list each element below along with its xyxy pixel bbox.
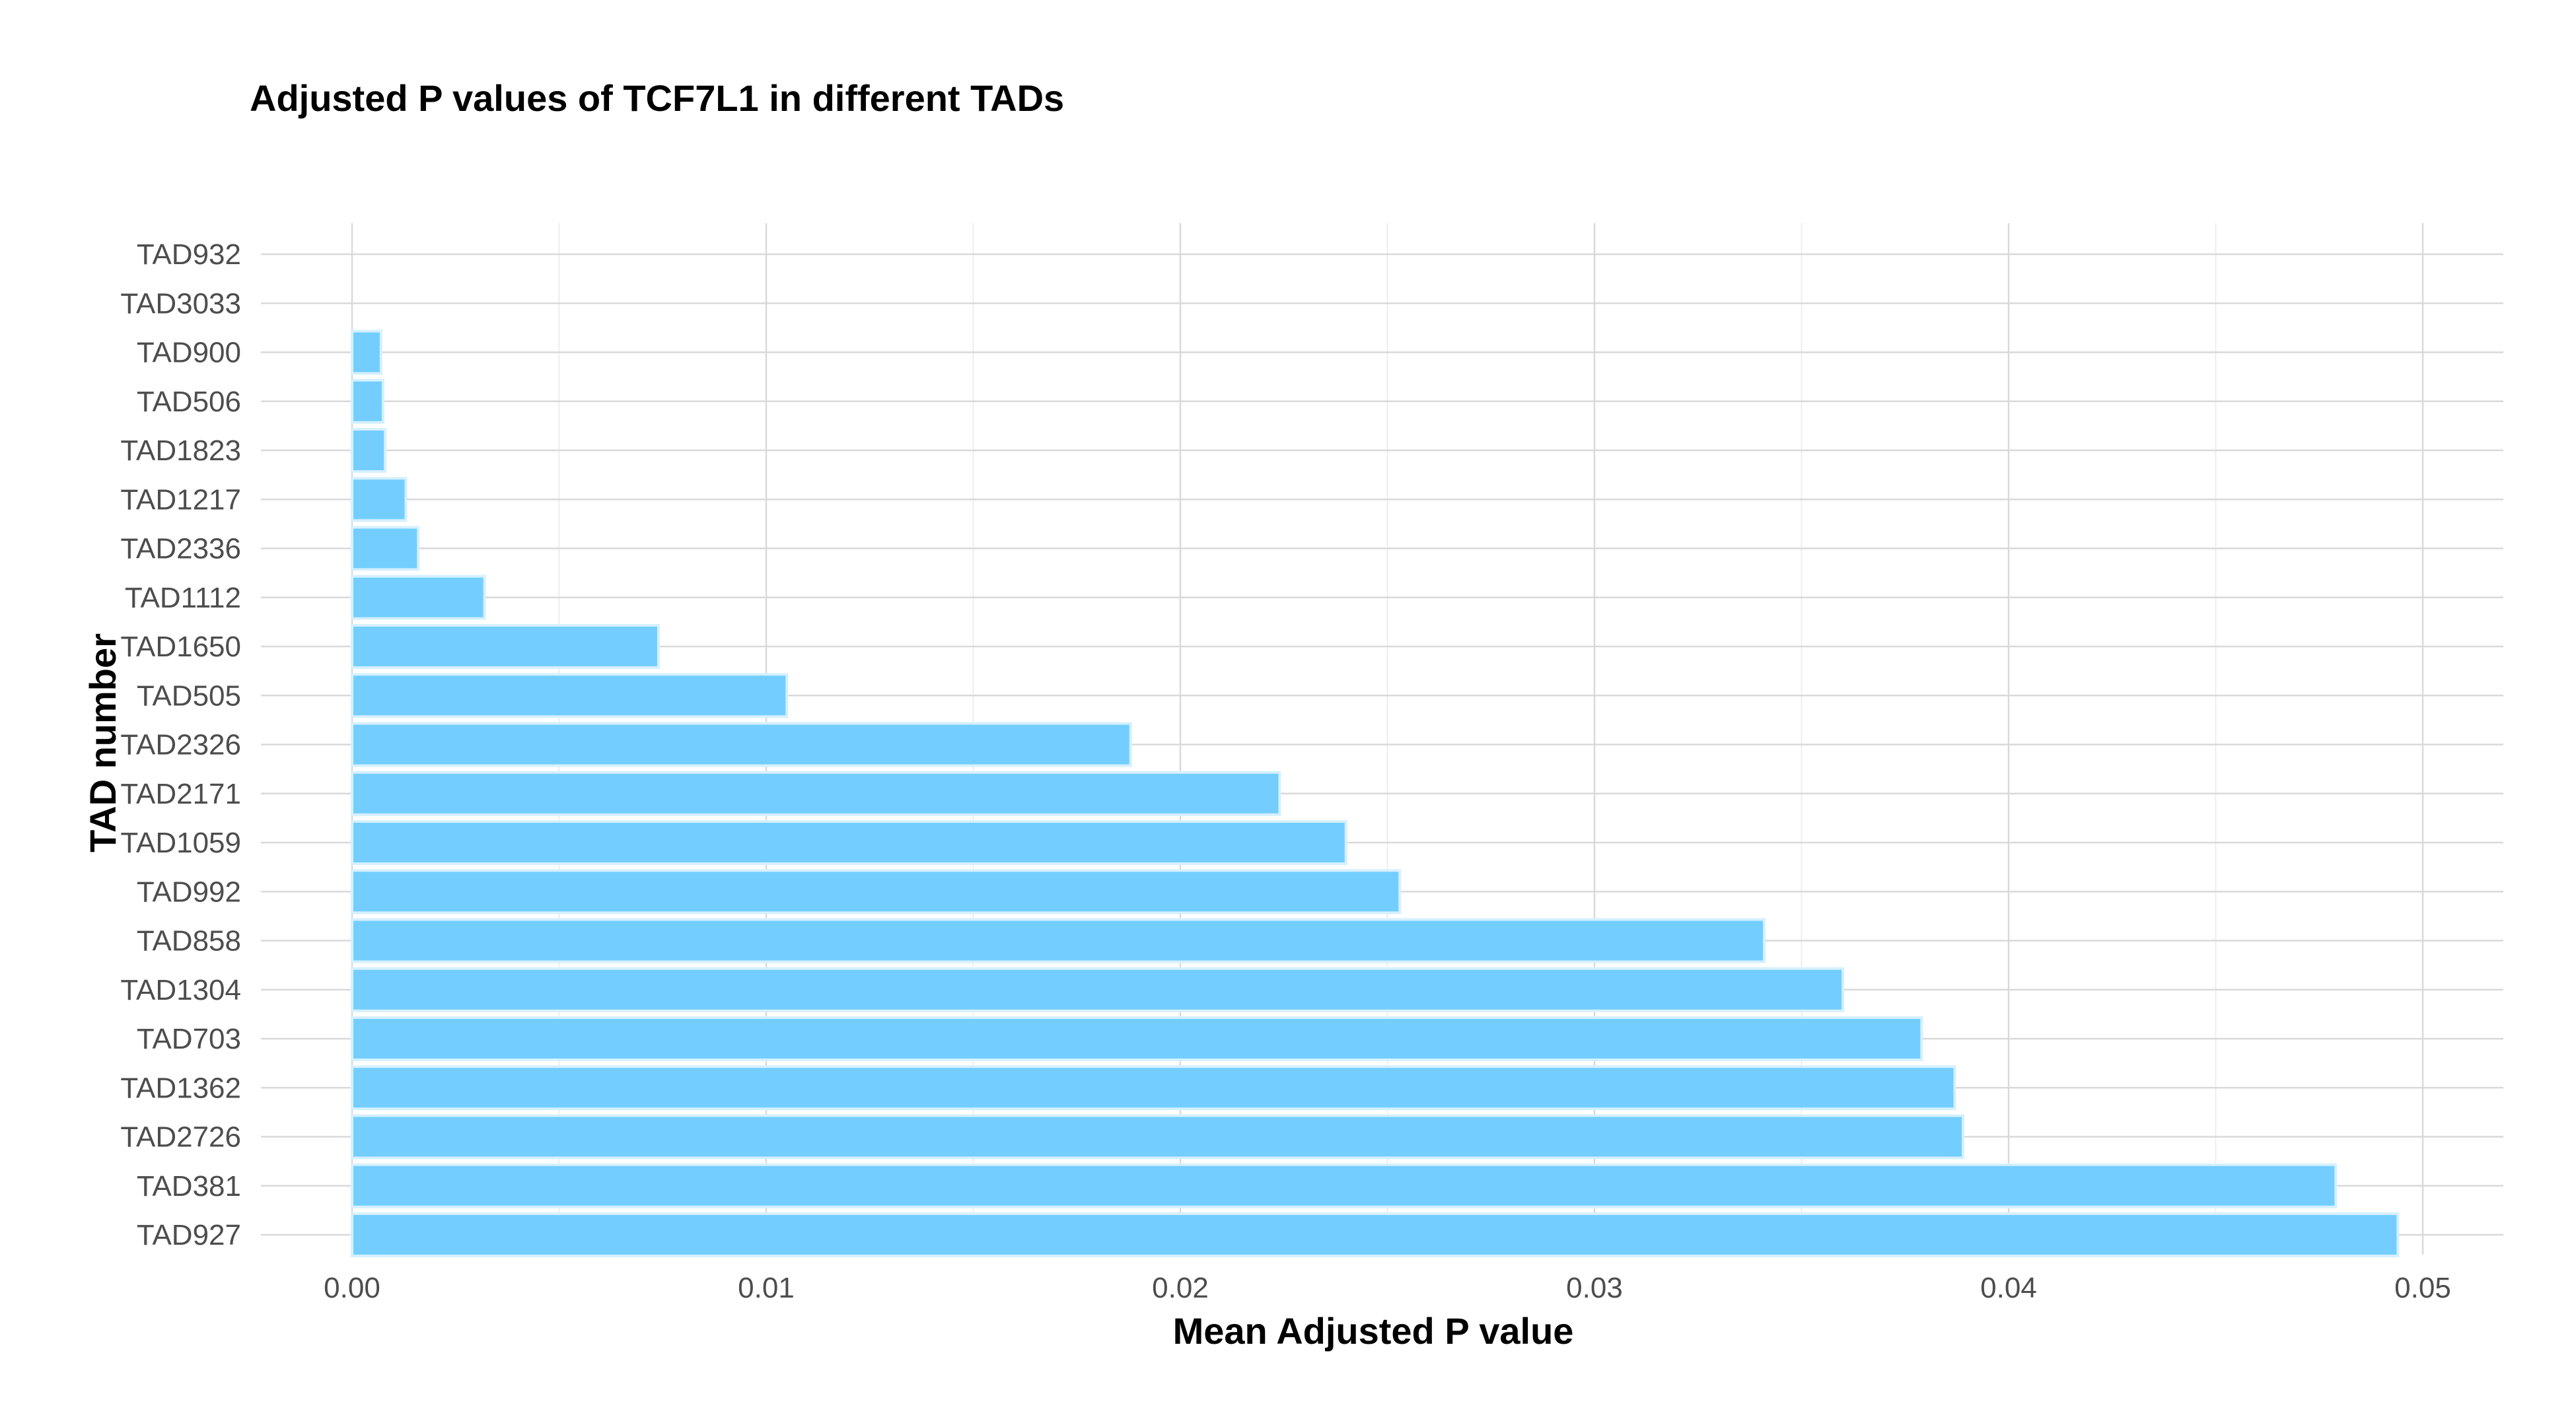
chart-title: Adjusted P values of TCF7L1 in different… bbox=[250, 77, 1064, 119]
bar-tad900 bbox=[351, 330, 382, 375]
bar-tad2726 bbox=[351, 1114, 1965, 1160]
y-tick-label: TAD1059 bbox=[120, 827, 241, 859]
bar-tad992 bbox=[351, 869, 1402, 915]
y-tick-label: TAD703 bbox=[137, 1023, 241, 1055]
y-tick-label: TAD506 bbox=[137, 386, 241, 418]
bar-tad1217 bbox=[351, 477, 408, 522]
y-tick-label: TAD1112 bbox=[125, 582, 241, 614]
x-tick-label: 0.03 bbox=[1566, 1272, 1623, 1304]
bar-tad1823 bbox=[351, 428, 387, 473]
bar-tad1059 bbox=[351, 820, 1347, 865]
y-tick-label: TAD992 bbox=[137, 876, 241, 908]
y-tick-label: TAD858 bbox=[137, 925, 241, 957]
y-tick-label: TAD932 bbox=[137, 238, 241, 271]
y-tick-label: TAD927 bbox=[137, 1219, 241, 1251]
y-tick-label: TAD1650 bbox=[120, 631, 241, 663]
y-tick-label: TAD2726 bbox=[120, 1121, 241, 1154]
x-tick-label: 0.05 bbox=[2394, 1272, 2451, 1304]
y-tick-label: TAD2326 bbox=[120, 729, 241, 761]
bars bbox=[351, 330, 2400, 1257]
x-axis-tick-labels: 0.00 0.01 0.02 0.03 0.04 0.05 bbox=[324, 1272, 2451, 1304]
bar-tad703 bbox=[351, 1016, 1923, 1061]
bar-tad858 bbox=[351, 918, 1766, 963]
bar-tad2336 bbox=[351, 526, 420, 571]
y-tick-label: TAD2171 bbox=[120, 778, 241, 810]
bar-tad381 bbox=[351, 1163, 2338, 1208]
y-tick-label: TAD900 bbox=[137, 337, 241, 369]
bar-tad506 bbox=[351, 378, 385, 424]
y-tick-label: TAD1217 bbox=[120, 483, 241, 516]
bar-tad1650 bbox=[351, 624, 660, 669]
bar-tad927 bbox=[351, 1212, 2400, 1257]
bar-tad1112 bbox=[351, 574, 486, 620]
x-tick-label: 0.00 bbox=[324, 1272, 380, 1304]
x-tick-label: 0.01 bbox=[738, 1272, 795, 1304]
y-tick-label: TAD505 bbox=[137, 679, 241, 712]
y-tick-label: TAD381 bbox=[137, 1170, 241, 1202]
x-axis-label: Mean Adjusted P value bbox=[1173, 1310, 1574, 1352]
y-tick-label: TAD3033 bbox=[120, 287, 241, 320]
x-tick-label: 0.02 bbox=[1152, 1272, 1209, 1304]
y-tick-label: TAD1362 bbox=[120, 1072, 241, 1104]
bar-tad2326 bbox=[351, 722, 1132, 767]
y-axis-label: TAD number bbox=[82, 633, 124, 852]
y-axis-tick-labels: TAD932 TAD3033 TAD900 TAD506 TAD1823 TAD1217 T… bbox=[120, 238, 241, 1251]
y-tick-label: TAD1823 bbox=[120, 434, 241, 467]
bar-tad1304 bbox=[351, 967, 1845, 1012]
y-tick-label: TAD1304 bbox=[120, 974, 241, 1006]
x-tick-label: 0.04 bbox=[1980, 1272, 2037, 1304]
bar-tad1362 bbox=[351, 1065, 1956, 1111]
bar-tad505 bbox=[351, 673, 789, 718]
y-tick-label: TAD2336 bbox=[120, 533, 241, 565]
bar-tad2171 bbox=[351, 771, 1281, 816]
